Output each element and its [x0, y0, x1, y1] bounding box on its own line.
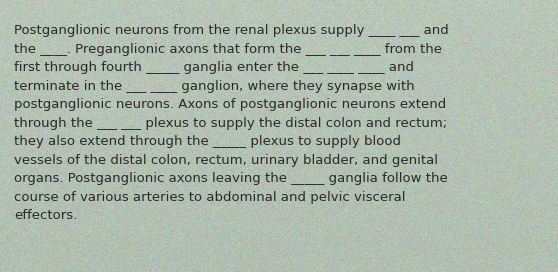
- Text: Postganglionic neurons from the renal plexus supply ____ ___ and
the ____. Prega: Postganglionic neurons from the renal pl…: [14, 24, 449, 222]
